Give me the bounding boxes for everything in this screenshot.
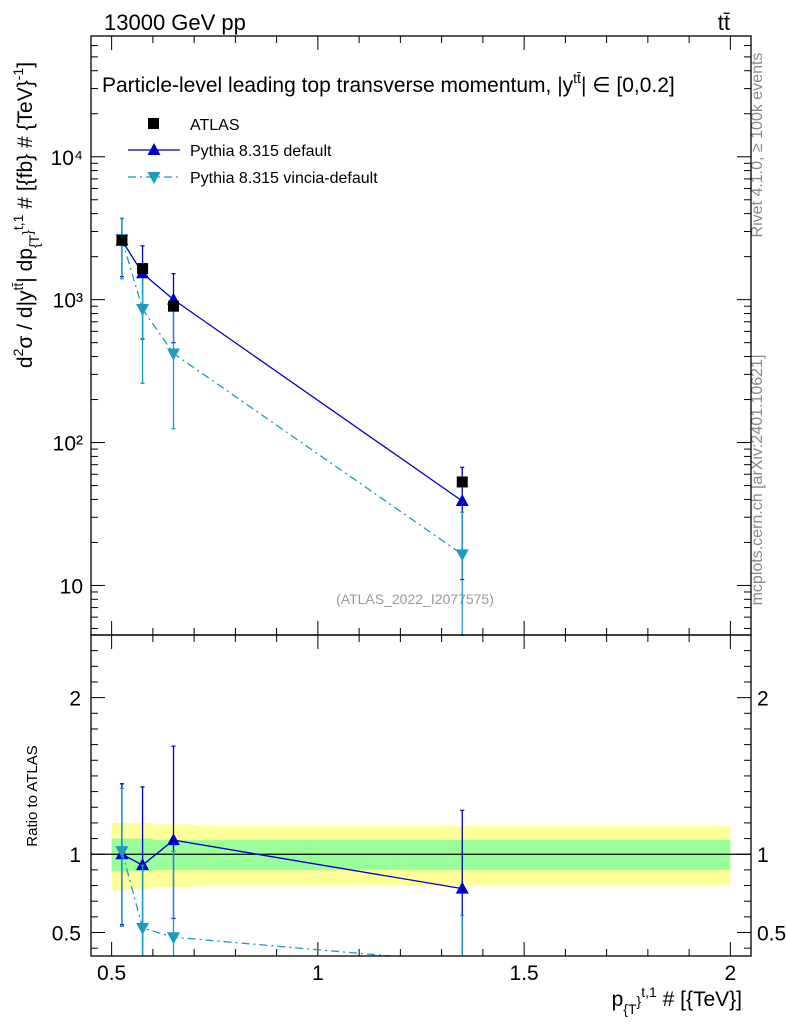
y-axis-label-part: # [{fb} # {TeV}	[14, 80, 37, 214]
ratio-vincia-line	[121, 850, 398, 956]
x-tick-label: 2	[725, 962, 737, 985]
y-tick-label-main: 10³	[53, 290, 83, 313]
plot-title-superscript: tt̄	[573, 70, 581, 86]
y-tick-label-ratio: 1	[69, 844, 81, 867]
x-axis-label-part: {T	[623, 1001, 637, 1017]
y-tick-label-main: 10²	[53, 433, 83, 456]
legend-marker-default	[147, 143, 161, 155]
y-tick-label-main: 10⁴	[51, 147, 83, 170]
vincia-point	[136, 304, 150, 317]
plot-title-tail: | ∈ [0,0.2]	[581, 74, 675, 97]
vincia-point	[167, 348, 180, 361]
y-axis-label-part: t,1	[10, 214, 26, 230]
y-axis-label-part: | dp	[14, 248, 37, 283]
x-tick-label: 0.5	[97, 962, 126, 985]
ratio-vincia-point	[167, 932, 180, 945]
vincia-series-line	[121, 238, 463, 555]
x-axis-label-part: }	[637, 993, 642, 1009]
vincia-point	[455, 549, 469, 562]
ratio-vincia-point	[456, 957, 469, 969]
legend-marker-atlas	[148, 118, 159, 129]
legend-marker-vincia	[147, 172, 161, 184]
ratio-default-point	[136, 858, 150, 871]
atlas-point	[168, 300, 179, 312]
x-axis-label: p{T}t,1 # [{TeV}]	[612, 984, 742, 1017]
energy-label: 13000 GeV pp	[104, 10, 246, 35]
plot-title: Particle-level leading top transverse mo…	[102, 70, 675, 97]
default-point	[455, 493, 469, 506]
x-axis-label-part: # [{TeV}]	[657, 988, 742, 1011]
y-tick-label-ratio-right: 1	[757, 844, 769, 867]
legend-label: Pythia 8.315 vincia-default	[190, 170, 378, 187]
ratio-vincia-point	[115, 846, 129, 859]
atlas-point	[137, 263, 149, 275]
y-axis-label-part: σ / d|y	[14, 290, 37, 349]
y-tick-label-ratio: 2	[69, 688, 81, 711]
ratio-series-group	[115, 745, 469, 969]
x-axis-label-part: p	[612, 988, 624, 1011]
y-axis-label-main: d2σ / d|ytt̄| dp{T}t,1 # [{fb} # {TeV}-1…	[10, 62, 42, 368]
y-axis-label-part: d	[14, 356, 37, 368]
ratio-plot-panel: 0.5 0.5 1 1 2 2 0.5 1 1.5 2 Ratio to ATLAS p{T}t,1 …	[24, 634, 786, 1017]
ratio-vincia-point	[136, 922, 150, 935]
legend-label: Pythia 8.315 default	[190, 143, 332, 160]
process-label: tt̄	[718, 10, 730, 35]
rivet-version-label: Rivet 4.1.0, ≥ 100k events	[749, 53, 766, 238]
ratio-default-point	[167, 833, 180, 846]
y-tick-label-ratio: 0.5	[52, 923, 81, 946]
y-tick-label-ratio-right: 0.5	[757, 923, 786, 946]
analysis-id-label: (ATLAS_2022_I2077575)	[336, 591, 494, 607]
y-axis-label-part: tt̄	[10, 283, 26, 291]
mcplots-label: mcplots.cern.ch [arXiv:2401.10621]	[749, 355, 766, 606]
legend-label: ATLAS	[190, 117, 240, 134]
atlas-point	[456, 476, 468, 488]
y-axis-label-ratio: Ratio to ATLAS	[24, 745, 41, 846]
y-tick-label-ratio-right: 2	[757, 688, 769, 711]
y-axis-label-part: }	[19, 230, 35, 235]
ratio-default-line	[121, 839, 463, 890]
x-tick-label: 1	[312, 962, 324, 985]
plot-title-main: Particle-level leading top transverse mo…	[102, 74, 574, 97]
y-axis-label-part: {T	[26, 234, 42, 248]
y-axis-label-part: 2	[10, 348, 26, 356]
x-axis-label-part: t,1	[641, 984, 657, 1000]
x-tick-label: 1.5	[510, 962, 539, 985]
y-axis-label-part: -1	[10, 68, 26, 81]
main-plot-panel: Particle-level leading top transverse mo…	[10, 35, 752, 636]
default-series-line	[121, 240, 463, 502]
ratio-plot-frame	[90, 634, 752, 957]
atlas-point	[116, 234, 128, 246]
ratio-default-point	[455, 881, 469, 894]
y-tick-label-main: 10	[60, 575, 83, 598]
y-axis-label-part: ]	[14, 62, 37, 68]
